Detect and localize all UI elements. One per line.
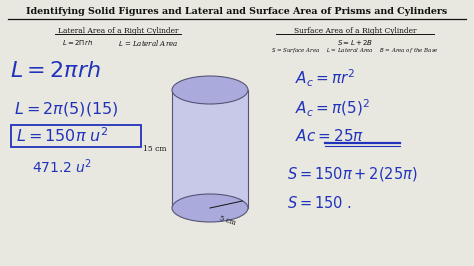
Text: $\mathit{L} = 2\pi (5)(15)$: $\mathit{L} = 2\pi (5)(15)$ [14, 100, 118, 118]
Text: 5 cm: 5 cm [218, 214, 236, 227]
Text: $S$ = Surface Area    $L$ = Lateral Area    $B$ = Area of the Base: $S$ = Surface Area $L$ = Lateral Area $B… [271, 46, 439, 55]
Text: $\mathit{L} = 2\pi rh$: $\mathit{L} = 2\pi rh$ [10, 60, 101, 82]
Text: $\mathit{L} = 150\pi\ u^2$: $\mathit{L} = 150\pi\ u^2$ [16, 127, 109, 146]
Text: $A_c = \pi (5)^2$: $A_c = \pi (5)^2$ [295, 98, 370, 119]
Text: $S = L + 2B$: $S = L + 2B$ [337, 38, 373, 47]
Text: $A_c = \pi r^2$: $A_c = \pi r^2$ [295, 68, 356, 89]
Text: 15 cm: 15 cm [144, 145, 167, 153]
Text: Lateral Area of a Right Cylinder: Lateral Area of a Right Cylinder [58, 27, 178, 35]
Text: Identifying Solid Figures and Lateral and Surface Area of Prisms and Cylinders: Identifying Solid Figures and Lateral an… [27, 7, 447, 16]
Text: $471.2\ u^2$: $471.2\ u^2$ [32, 157, 92, 176]
Ellipse shape [172, 76, 248, 104]
Bar [11, 125, 141, 147]
Text: $L = 2\Pi rh$: $L = 2\Pi rh$ [63, 38, 93, 47]
Bar [172, 90, 248, 208]
Text: $S = 150\pi + 2(25\pi)$: $S = 150\pi + 2(25\pi)$ [287, 165, 418, 183]
Ellipse shape [172, 194, 248, 222]
Text: $Ac = 25\pi$: $Ac = 25\pi$ [295, 128, 364, 144]
Text: $S = 150\ .$: $S = 150\ .$ [287, 195, 352, 211]
Text: $L$ = Lateral Area: $L$ = Lateral Area [118, 38, 178, 48]
Text: Surface Area of a Right Cylinder: Surface Area of a Right Cylinder [294, 27, 416, 35]
